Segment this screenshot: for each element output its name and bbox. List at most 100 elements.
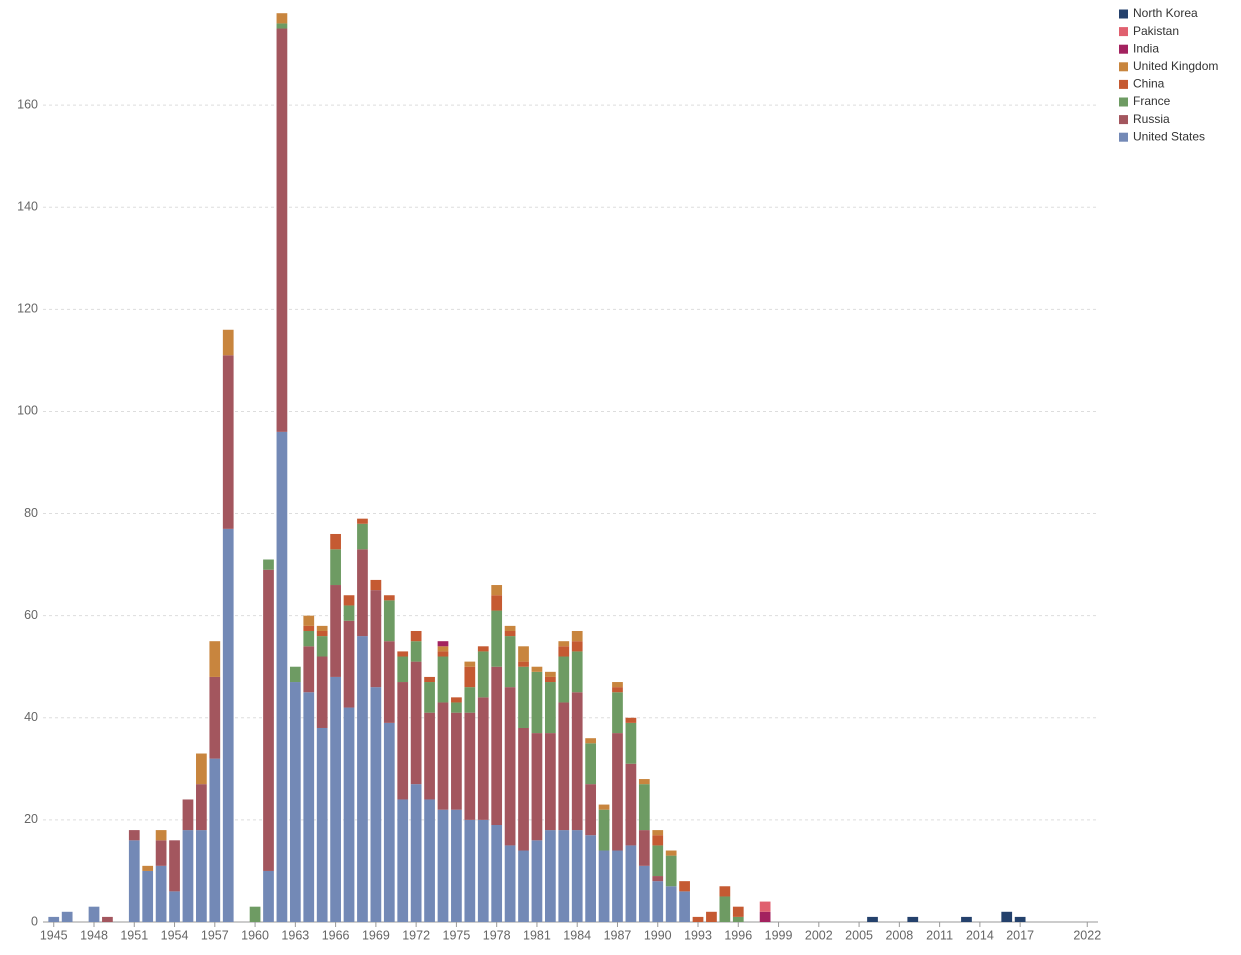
bar-segment — [961, 916, 972, 922]
bar-segment — [706, 911, 717, 922]
bar-segment — [558, 646, 570, 657]
bar-segment — [88, 906, 100, 922]
bar-segment — [504, 630, 516, 637]
bar-segment — [544, 733, 556, 831]
bar-segment — [612, 850, 623, 922]
bar-segment — [544, 676, 556, 683]
bar-segment — [491, 824, 503, 922]
x-tick-label: 1978 — [483, 928, 511, 942]
bar-segment — [303, 615, 315, 626]
x-tick-label: 1987 — [604, 928, 632, 942]
bar-segment — [625, 717, 637, 723]
bar-segment — [558, 656, 570, 703]
x-tick-label: 1972 — [402, 928, 430, 942]
bar-segment — [477, 819, 489, 922]
bar-segment — [155, 865, 167, 922]
bar-segment — [316, 656, 328, 728]
bar-segment — [504, 845, 516, 922]
x-tick-label: 1957 — [201, 928, 229, 942]
bar-segment — [209, 641, 221, 677]
bar-segment — [437, 646, 449, 652]
y-tick-label: 80 — [24, 506, 38, 520]
bar-segment — [491, 610, 503, 667]
bar-segment — [612, 733, 623, 851]
bar-segment — [276, 23, 288, 29]
bar-segment — [330, 533, 341, 550]
bar-segment — [477, 646, 489, 652]
legend-swatch — [1119, 115, 1128, 125]
bar-segment — [464, 819, 476, 922]
bar-segment — [343, 605, 355, 621]
x-tick-label: 1996 — [724, 928, 752, 942]
bar-segment — [343, 707, 355, 922]
bar-segment — [571, 641, 583, 652]
bar-segment — [544, 671, 556, 677]
bar-segment — [289, 682, 301, 922]
bar-segment — [558, 702, 570, 831]
legend-swatch — [1119, 9, 1128, 19]
bar-segment — [383, 641, 395, 723]
bar-segment — [316, 625, 328, 631]
legend-label: Russia — [1133, 112, 1170, 126]
bar-segment — [571, 692, 583, 831]
bar-segment — [249, 906, 261, 922]
y-tick-label: 60 — [24, 608, 38, 622]
bar-segment — [638, 830, 650, 866]
bar-segment — [383, 722, 395, 922]
bar-segment — [196, 830, 207, 922]
bar-segment — [518, 727, 529, 851]
bar-segment — [343, 595, 355, 606]
bar-segment — [692, 916, 704, 922]
bar-segment — [451, 702, 462, 713]
bar-segment — [652, 845, 664, 877]
bar-segment — [397, 651, 409, 657]
bar-segment — [585, 738, 597, 744]
x-tick-label: 2002 — [805, 928, 833, 942]
bar-segment — [276, 13, 288, 24]
bar-segment — [357, 518, 368, 524]
bar-segment — [518, 646, 529, 662]
bar-segment — [303, 625, 315, 631]
x-tick-label: 2017 — [1006, 928, 1034, 942]
bar-segment — [732, 906, 744, 917]
bar-segment — [383, 595, 395, 601]
bar-segment — [451, 712, 462, 810]
bar-segment — [612, 682, 623, 688]
bar-segment — [491, 595, 503, 611]
bar-segment — [410, 641, 422, 662]
bar-segment — [155, 840, 167, 866]
bar-segment — [209, 676, 221, 759]
bar-segment — [1014, 916, 1026, 922]
bar-segment — [142, 870, 154, 922]
bar-segment — [437, 651, 449, 657]
bar-segment — [585, 743, 597, 785]
bar-segment — [397, 682, 409, 800]
legend-label: India — [1133, 41, 1159, 55]
bar-segment — [357, 549, 368, 637]
bar-segment — [531, 671, 543, 734]
bar-segment — [518, 661, 529, 667]
legend-swatch — [1119, 44, 1128, 54]
bar-segment — [263, 569, 274, 871]
bar-segment — [370, 590, 382, 688]
bar-segment — [303, 630, 315, 647]
bar-segment — [638, 779, 650, 785]
bar-segment — [222, 528, 234, 922]
bar-segment — [169, 840, 180, 892]
bar-segment — [303, 692, 315, 922]
bar-segment — [665, 886, 677, 922]
bar-segment — [437, 702, 449, 810]
bar-segment — [491, 666, 503, 825]
bar-segment — [343, 620, 355, 708]
bar-segment — [451, 697, 462, 703]
x-tick-label: 1945 — [40, 928, 68, 942]
bar-segment — [437, 809, 449, 922]
bar-segment — [518, 850, 529, 922]
bar-segment — [410, 784, 422, 922]
x-tick-label: 1960 — [241, 928, 269, 942]
bar-segment — [464, 687, 476, 713]
bar-segment — [518, 666, 529, 728]
bar-segment — [625, 845, 637, 922]
bar-segment — [867, 916, 878, 922]
bar-segment — [357, 636, 368, 922]
